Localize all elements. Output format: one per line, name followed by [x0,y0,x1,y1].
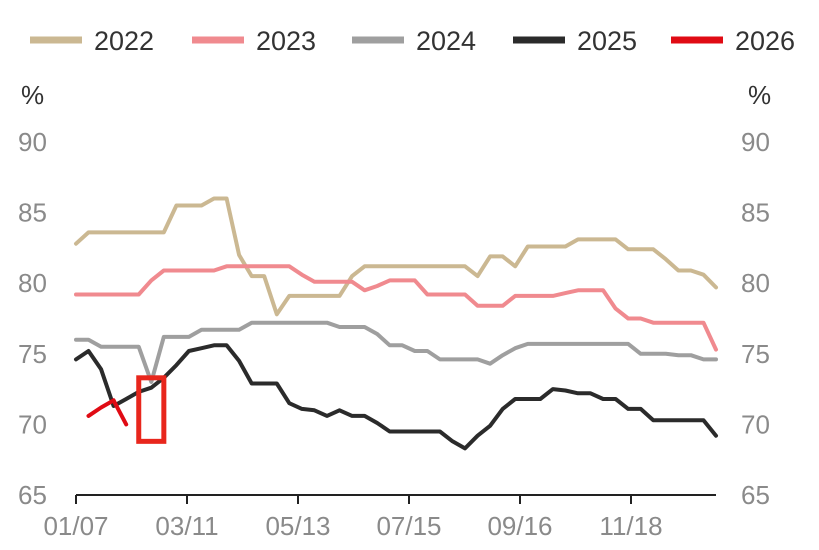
series-line-2026 [86,398,116,418]
left-y-tick-label: 85 [18,198,47,228]
right-y-tick-label: 70 [741,409,770,439]
left-axis-unit-label: % [21,80,44,110]
highlight-annotation [136,375,167,444]
right-y-tick-label: 80 [741,268,770,298]
series-line-2026-segment [111,398,129,427]
left-y-tick-label: 80 [18,268,47,298]
highlight-box [136,375,167,444]
x-tick-label: 01/07 [43,511,108,541]
x-axis: 01/07 03/11 05/13 07/15 09/16 11/18 [43,494,716,541]
series-line-2025 [74,343,718,451]
legend-label-2022: 2022 [94,26,154,56]
chart-legend: 2022 2023 2024 2025 2026 [30,26,795,56]
left-y-tick-label: 65 [18,480,47,510]
series-line-2024 [74,320,718,384]
left-y-tick-label: 75 [18,339,47,369]
right-y-tick-label: 65 [741,480,770,510]
x-tick-label: 07/15 [376,511,441,541]
x-tick-label: 09/16 [487,511,552,541]
legend-label-2025: 2025 [577,26,637,56]
legend-label-2026: 2026 [735,26,795,56]
right-y-axis: 65 70 75 80 85 90 [741,127,770,510]
x-tick-label: 05/13 [265,511,330,541]
right-y-tick-label: 75 [741,339,770,369]
series-line-2022 [74,196,718,317]
left-y-axis: 65 70 75 80 85 90 [18,127,47,510]
left-y-tick-label: 70 [18,409,47,439]
legend-label-2024: 2024 [416,26,476,56]
legend-label-2023: 2023 [256,26,316,56]
x-tick-label: 11/18 [599,511,662,541]
right-axis-unit-label: % [748,80,771,110]
series-line-2023 [74,264,718,352]
plot-area [74,196,718,451]
x-tick-label: 03/11 [155,511,218,541]
right-y-tick-label: 90 [741,127,770,157]
right-y-tick-label: 85 [741,198,770,228]
left-y-tick-label: 90 [18,127,47,157]
